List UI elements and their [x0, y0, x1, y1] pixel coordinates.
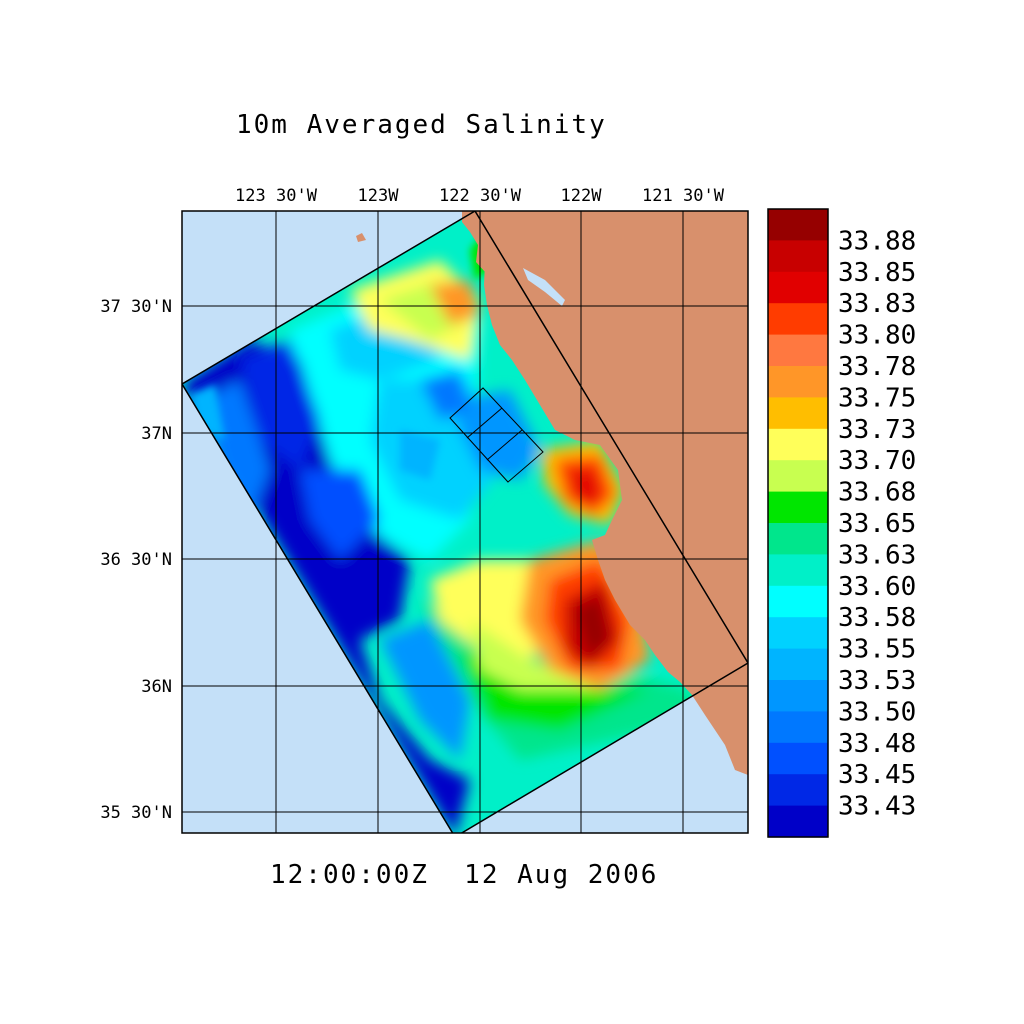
lon-label: 123W	[358, 186, 400, 206]
colorbar-label: 33.85	[838, 258, 916, 288]
colorbar-label: 33.75	[838, 383, 916, 413]
colorbar-label: 33.83	[838, 289, 916, 319]
lon-label: 122W	[561, 186, 603, 206]
colorbar-label: 33.43	[838, 792, 916, 822]
lat-label: 36 30'N	[100, 550, 172, 570]
colorbar-swatch	[768, 460, 828, 493]
colorbar-swatch	[768, 680, 828, 712]
colorbar-label: 33.55	[838, 635, 916, 665]
colorbar-swatch	[768, 334, 828, 367]
colorbar-swatch	[768, 428, 828, 461]
colorbar-label: 33.58	[838, 603, 916, 633]
colorbar-label: 33.53	[838, 666, 916, 696]
colorbar-label: 33.88	[838, 226, 916, 256]
colorbar-label: 33.48	[838, 729, 916, 759]
lat-label: 35 30'N	[100, 803, 172, 823]
colorbar-label: 33.70	[838, 446, 916, 476]
colorbar-label: 33.73	[838, 415, 916, 445]
colorbar-swatch	[768, 554, 828, 587]
map-title: 10m Averaged Salinity	[236, 110, 607, 140]
colorbar-label: 33.68	[838, 478, 916, 508]
graticule	[182, 211, 748, 833]
timestamp-label: 12:00:00Z 12 Aug 2006	[270, 860, 658, 890]
colorbar-swatch	[768, 491, 828, 524]
lon-label: 122 30'W	[439, 186, 522, 206]
colorbar-label: 33.78	[838, 352, 916, 382]
plot-area	[182, 211, 748, 833]
colorbar-swatch	[768, 209, 828, 241]
colorbar-swatch	[768, 366, 828, 398]
colorbar-swatch	[768, 271, 828, 304]
colorbar: 33.8833.8533.8333.8033.7833.7533.7333.70…	[767, 208, 916, 838]
colorbar-swatch	[768, 240, 828, 273]
longitude-labels: 123 30'W 123W 122 30'W 122W 121 30'W	[235, 186, 725, 206]
lat-label: 37N	[141, 424, 172, 444]
model-domain-outline	[182, 211, 748, 833]
colorbar-swatch	[768, 805, 828, 838]
colorbar-swatch	[768, 523, 828, 555]
colorbar-swatch	[768, 397, 828, 430]
land-mass	[462, 211, 748, 775]
colorbar-swatch	[768, 711, 828, 744]
lat-label: 36N	[141, 677, 172, 697]
colorbar-label: 33.63	[838, 540, 916, 570]
colorbar-frame	[767, 208, 829, 838]
colorbar-swatch	[768, 648, 828, 681]
colorbar-swatch	[768, 303, 828, 336]
colorbar-label: 33.50	[838, 697, 916, 727]
colorbar-label: 33.60	[838, 572, 916, 602]
colorbar-swatch	[768, 774, 828, 807]
nested-grid-boxes	[449, 387, 544, 483]
plot-frame	[181, 210, 749, 834]
colorbar-label: 33.80	[838, 321, 916, 351]
colorbar-label: 33.65	[838, 509, 916, 539]
colorbar-swatch	[768, 742, 828, 775]
latitude-labels: 37 30'N 37N 36 30'N 36N 35 30'N	[100, 297, 172, 823]
lon-label: 123 30'W	[235, 186, 318, 206]
lat-label: 37 30'N	[100, 297, 172, 317]
lon-label: 121 30'W	[642, 186, 725, 206]
colorbar-swatch	[768, 617, 828, 650]
colorbar-swatch	[768, 585, 828, 618]
colorbar-label: 33.45	[838, 760, 916, 790]
